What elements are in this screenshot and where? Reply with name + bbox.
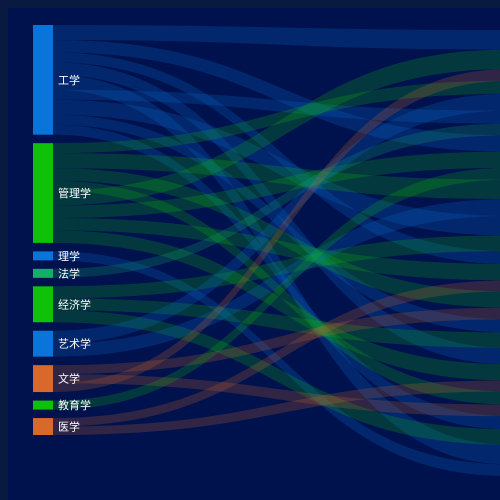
sankey-node-label: 理学 bbox=[58, 249, 80, 263]
sankey-node[interactable] bbox=[33, 251, 53, 261]
sankey-link[interactable] bbox=[53, 168, 500, 410]
sankey-node-label: 医学 bbox=[58, 420, 80, 434]
sankey-node[interactable] bbox=[33, 330, 53, 357]
sankey-link[interactable] bbox=[53, 52, 500, 264]
nodes-layer bbox=[33, 25, 53, 435]
sankey-link[interactable] bbox=[53, 153, 500, 199]
sankey-link[interactable] bbox=[53, 280, 500, 427]
sankey-link[interactable] bbox=[53, 235, 500, 299]
sankey-link[interactable] bbox=[53, 374, 500, 417]
sankey-node[interactable] bbox=[33, 286, 53, 323]
sankey-link[interactable] bbox=[53, 49, 500, 206]
sankey-node[interactable] bbox=[33, 365, 53, 393]
sankey-node-label: 经济学 bbox=[58, 297, 91, 311]
sankey-link[interactable] bbox=[53, 114, 500, 333]
sankey-node[interactable] bbox=[33, 268, 53, 278]
sankey-link[interactable] bbox=[53, 25, 500, 50]
sankey-link[interactable] bbox=[53, 199, 500, 357]
sankey-node-label: 法学 bbox=[58, 266, 80, 280]
sankey-link[interactable] bbox=[53, 251, 500, 476]
sankey-link[interactable] bbox=[53, 89, 500, 124]
sankey-link[interactable] bbox=[53, 307, 500, 375]
sankey-node[interactable] bbox=[33, 143, 53, 243]
sankey-node-label: 工学 bbox=[58, 73, 80, 87]
sankey-node[interactable] bbox=[33, 25, 53, 135]
sankey-link[interactable] bbox=[53, 151, 500, 218]
sankey-link[interactable] bbox=[53, 180, 500, 405]
sankey-node-label: 艺术学 bbox=[58, 337, 91, 351]
sankey-link[interactable] bbox=[53, 39, 500, 152]
sankey-node-label: 教育学 bbox=[58, 398, 91, 412]
sankey-link[interactable] bbox=[53, 74, 500, 464]
sankey-link[interactable] bbox=[53, 168, 500, 308]
sankey-link[interactable] bbox=[53, 94, 500, 344]
chart-frame: 工学管理学理学法学经济学艺术学文学教育学医学 bbox=[8, 8, 500, 500]
sankey-link[interactable] bbox=[53, 230, 500, 381]
sankey-link[interactable] bbox=[53, 99, 500, 236]
sankey-node[interactable] bbox=[33, 418, 53, 435]
sankey-link[interactable] bbox=[53, 62, 500, 364]
sankey-node-label: 管理学 bbox=[58, 186, 91, 200]
sankey-link[interactable] bbox=[53, 123, 500, 278]
links-layer bbox=[53, 25, 500, 476]
sankey-link[interactable] bbox=[53, 298, 500, 348]
sankey-node-label: 文学 bbox=[58, 372, 80, 386]
sankey-link[interactable] bbox=[53, 217, 500, 281]
sankey-link[interactable] bbox=[53, 80, 500, 154]
sankey-link[interactable] bbox=[53, 380, 500, 435]
sankey-node[interactable] bbox=[33, 400, 53, 410]
sankey-link[interactable] bbox=[53, 310, 500, 445]
